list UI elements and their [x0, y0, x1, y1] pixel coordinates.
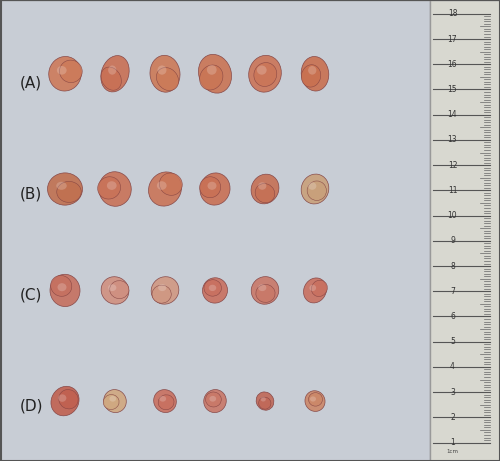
Text: 17: 17 [448, 35, 458, 43]
Text: 2: 2 [450, 413, 455, 422]
Ellipse shape [260, 397, 266, 402]
Ellipse shape [312, 280, 328, 296]
Text: 10: 10 [448, 211, 458, 220]
Ellipse shape [158, 65, 166, 75]
Ellipse shape [254, 63, 277, 86]
FancyBboxPatch shape [430, 0, 500, 461]
Ellipse shape [108, 65, 116, 75]
Ellipse shape [305, 391, 325, 411]
Ellipse shape [301, 57, 329, 91]
Ellipse shape [200, 65, 223, 90]
Ellipse shape [301, 174, 329, 204]
Ellipse shape [200, 177, 220, 198]
Text: (B): (B) [20, 186, 42, 201]
Text: 15: 15 [448, 85, 458, 94]
Ellipse shape [104, 395, 119, 409]
Ellipse shape [98, 177, 120, 199]
Ellipse shape [202, 278, 228, 303]
Ellipse shape [48, 57, 82, 91]
Ellipse shape [58, 283, 66, 291]
Ellipse shape [104, 390, 126, 413]
Text: 6: 6 [450, 312, 455, 321]
Ellipse shape [258, 397, 271, 409]
Ellipse shape [107, 181, 117, 190]
Text: 8: 8 [450, 261, 455, 271]
Ellipse shape [57, 66, 66, 75]
Ellipse shape [256, 284, 275, 302]
Text: 3: 3 [450, 388, 455, 396]
Ellipse shape [101, 56, 129, 92]
Ellipse shape [108, 284, 116, 291]
Ellipse shape [59, 390, 78, 409]
Text: (A): (A) [20, 76, 42, 90]
Ellipse shape [157, 181, 166, 190]
Ellipse shape [258, 284, 266, 291]
Ellipse shape [308, 182, 316, 190]
Ellipse shape [200, 173, 230, 205]
Text: 1: 1 [450, 438, 455, 447]
Ellipse shape [257, 65, 266, 75]
Ellipse shape [210, 396, 216, 402]
Ellipse shape [251, 277, 279, 304]
Text: (C): (C) [20, 288, 42, 302]
Ellipse shape [150, 55, 180, 92]
Ellipse shape [56, 182, 81, 202]
Ellipse shape [160, 173, 182, 195]
Ellipse shape [154, 390, 176, 413]
Ellipse shape [98, 172, 132, 206]
Ellipse shape [156, 68, 178, 90]
Ellipse shape [307, 181, 326, 201]
Ellipse shape [158, 284, 166, 291]
Text: 16: 16 [448, 60, 458, 69]
Ellipse shape [160, 396, 166, 402]
Text: 14: 14 [448, 110, 458, 119]
Ellipse shape [308, 66, 316, 75]
Text: 11: 11 [448, 186, 457, 195]
Ellipse shape [50, 276, 72, 296]
Text: 9: 9 [450, 236, 455, 245]
Ellipse shape [255, 183, 274, 203]
Ellipse shape [110, 396, 116, 402]
Ellipse shape [101, 277, 129, 304]
Ellipse shape [208, 182, 216, 190]
Ellipse shape [51, 386, 79, 416]
Ellipse shape [158, 395, 174, 410]
Ellipse shape [204, 390, 227, 413]
Ellipse shape [304, 278, 326, 303]
Text: 18: 18 [448, 9, 457, 18]
Ellipse shape [207, 65, 216, 75]
Ellipse shape [148, 172, 182, 206]
Ellipse shape [310, 396, 316, 402]
Ellipse shape [258, 182, 266, 190]
Ellipse shape [151, 277, 179, 304]
Ellipse shape [198, 54, 232, 93]
Ellipse shape [101, 67, 121, 90]
Ellipse shape [110, 281, 129, 299]
FancyBboxPatch shape [0, 0, 430, 461]
Text: 1cm: 1cm [446, 449, 458, 454]
Ellipse shape [310, 285, 316, 291]
Ellipse shape [308, 393, 322, 406]
Ellipse shape [251, 174, 279, 204]
Ellipse shape [209, 285, 216, 291]
Ellipse shape [48, 173, 82, 205]
Ellipse shape [302, 65, 320, 87]
Ellipse shape [50, 274, 80, 307]
Text: 13: 13 [448, 136, 458, 144]
Ellipse shape [256, 392, 274, 410]
Text: 5: 5 [450, 337, 455, 346]
Ellipse shape [60, 60, 82, 83]
Ellipse shape [206, 392, 222, 407]
Ellipse shape [152, 285, 172, 303]
Text: 12: 12 [448, 160, 457, 170]
Text: 4: 4 [450, 362, 455, 372]
Ellipse shape [204, 280, 222, 296]
Ellipse shape [58, 394, 66, 402]
Ellipse shape [56, 182, 67, 190]
Text: (D): (D) [20, 398, 44, 413]
Ellipse shape [248, 55, 282, 92]
Text: 7: 7 [450, 287, 455, 296]
